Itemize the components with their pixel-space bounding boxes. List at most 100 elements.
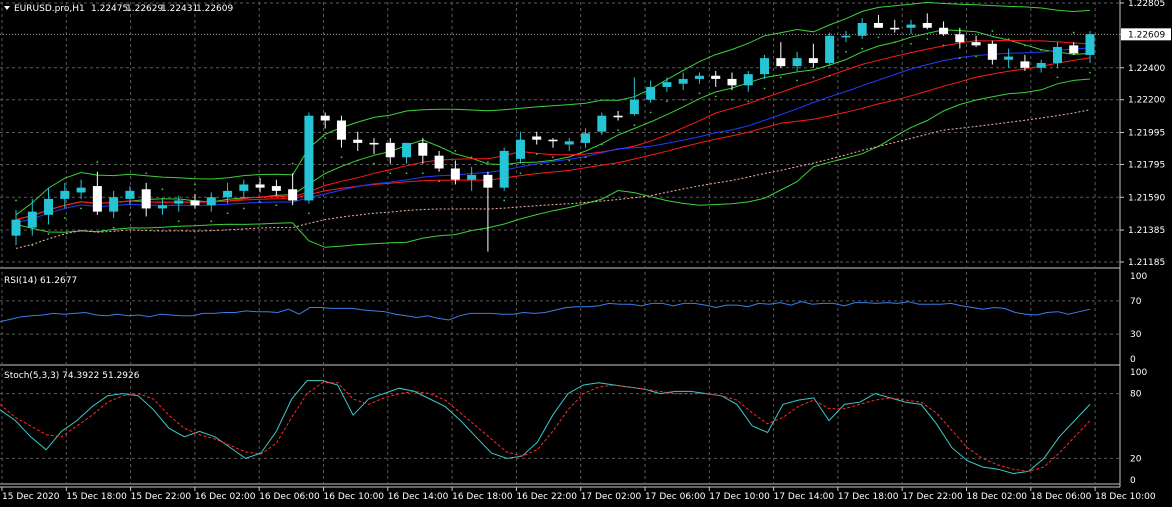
price-tick-label: 1.22805 xyxy=(1128,0,1165,9)
sar-dot xyxy=(80,207,82,210)
candle-body xyxy=(873,22,883,28)
candle-body xyxy=(255,184,265,188)
rsi-tick-label: 100 xyxy=(1130,272,1147,282)
time-tick-label: 17 Dec 06:00 xyxy=(645,492,706,502)
candle-body xyxy=(11,219,21,236)
sar-dot xyxy=(356,159,359,162)
candle-body xyxy=(60,190,70,199)
candle-body xyxy=(727,78,737,86)
sar-dot xyxy=(15,199,17,202)
rsi-series xyxy=(0,301,1091,323)
price-tick-label: 1.21795 xyxy=(1128,160,1165,170)
stoch-main-series xyxy=(0,380,1091,475)
sar-dot xyxy=(112,226,115,229)
sar-dot xyxy=(275,204,278,207)
rsi-tick-label: 70 xyxy=(1130,297,1142,307)
sar-dot xyxy=(421,172,424,175)
time-tick-label: 18 Dec 02:00 xyxy=(967,492,1028,502)
sar-dot xyxy=(779,76,782,79)
sar-dot xyxy=(1056,76,1059,79)
sar-dot xyxy=(177,220,180,223)
sar-dot xyxy=(584,156,587,159)
time-tick-label: 18 Dec 06:00 xyxy=(1031,492,1092,502)
sar-dot xyxy=(405,172,408,175)
time-tick-label: 15 Dec 22:00 xyxy=(131,492,192,502)
candle-body xyxy=(499,150,509,188)
sar-dot xyxy=(535,153,538,155)
sar-dot xyxy=(861,47,864,50)
candle-body xyxy=(971,42,981,46)
candle-body xyxy=(629,99,639,115)
sar-dot xyxy=(877,36,880,39)
candle-body xyxy=(1004,56,1014,60)
sar-dot xyxy=(828,74,831,77)
stoch-tick-label: 0 xyxy=(1130,476,1136,486)
candle-body xyxy=(206,197,216,206)
time-tick-label: 18 Dec 10:00 xyxy=(1095,492,1156,502)
candle-body xyxy=(890,27,900,30)
sar-dot xyxy=(145,172,148,175)
sar-dot xyxy=(682,98,685,101)
sar-dot xyxy=(503,199,506,202)
sar-dot xyxy=(519,172,522,175)
rsi-tick-label: 30 xyxy=(1130,330,1142,340)
chart-title[interactable]: EURUSD.pro,H1 1.22475 1.22629 1.22431 1.… xyxy=(4,4,233,14)
price-tick-label: 1.21385 xyxy=(1128,226,1165,236)
symbol-label: EURUSD.pro,H1 xyxy=(14,4,85,14)
stoch-title: Stoch(5,3,3) 74.3922 51.2926 xyxy=(4,371,140,381)
sar-dot xyxy=(845,50,847,53)
candle-body xyxy=(125,190,135,199)
sar-dot xyxy=(552,156,554,159)
candle-body xyxy=(27,211,37,228)
candle-body xyxy=(1085,34,1095,55)
candle-body xyxy=(1020,61,1030,68)
time-tick-label: 17 Dec 18:00 xyxy=(838,492,899,502)
candle-body xyxy=(922,22,932,28)
sar-dot xyxy=(617,129,619,132)
current-price-tag: 1.22609 xyxy=(1121,28,1171,40)
candle-body xyxy=(44,198,54,215)
candle-body xyxy=(402,142,412,158)
time-tick-label: 17 Dec 10:00 xyxy=(709,492,770,502)
candle-body xyxy=(678,78,688,84)
sar-dot xyxy=(731,98,733,101)
candle-body xyxy=(743,74,753,86)
time-tick-label: 17 Dec 14:00 xyxy=(774,492,835,502)
stoch-lines xyxy=(0,380,1091,475)
sar-dot xyxy=(893,41,896,44)
sar-dot xyxy=(763,87,766,90)
sar-dot xyxy=(812,76,815,79)
candle-body xyxy=(906,24,916,28)
sar-dot xyxy=(161,188,164,191)
sar-dot xyxy=(1040,49,1043,52)
time-tick-label: 16 Dec 14:00 xyxy=(388,492,449,502)
pane-frames xyxy=(0,0,1121,488)
candle-body xyxy=(157,205,167,209)
candle-body xyxy=(939,27,949,35)
sar-dot xyxy=(910,42,912,45)
sar-dot xyxy=(1072,31,1075,34)
sar-dot xyxy=(975,55,977,58)
candle-body xyxy=(955,34,965,43)
open-value: 1.22475 xyxy=(91,4,128,14)
sar-dot xyxy=(958,57,961,60)
candle-body xyxy=(515,139,525,159)
sar-dot xyxy=(129,213,131,216)
candle-body xyxy=(353,139,363,143)
sar-dot xyxy=(438,180,440,183)
sar-dot xyxy=(487,161,489,163)
candle-body xyxy=(141,189,151,209)
candle-body xyxy=(76,187,86,193)
sar-dot xyxy=(373,162,375,165)
candle-body xyxy=(597,115,607,132)
sar-dot xyxy=(991,30,994,32)
candle-body xyxy=(450,168,460,180)
time-tick-label: 17 Dec 02:00 xyxy=(581,492,642,502)
candle-body xyxy=(841,35,851,38)
price-axis: 1.22805 1.22609 1.22400 1.22200 1.21995 1.217… xyxy=(1120,0,1165,268)
candle-body xyxy=(564,141,574,145)
dropdown-triangle-icon[interactable] xyxy=(4,6,10,10)
sar-dot xyxy=(454,149,457,152)
